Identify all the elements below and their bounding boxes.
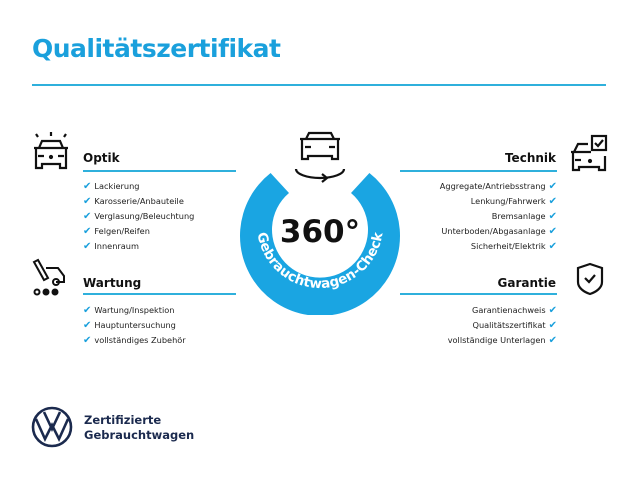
section-title-technik: Technik [504, 151, 556, 165]
vw-logo [31, 406, 73, 448]
list-item: Unterboden/Abgasanlage ✔ [441, 226, 557, 237]
section-title-garantie: Garantie [497, 276, 557, 290]
list-item: vollständige Unterlagen ✔ [447, 335, 557, 346]
page-title: Qualitätszertifikat [32, 34, 281, 63]
check-icon: ✔ [83, 181, 92, 192]
check-icon: ✔ [548, 305, 557, 316]
wartung-list: ✔ Wartung/Inspektion ✔ Hauptuntersuchung ✔… [83, 303, 186, 348]
car-lights-icon [34, 132, 68, 170]
list-item: ✔ Innenraum [83, 241, 139, 252]
list-item: ✔ Karosserie/Anbauteile [83, 196, 184, 207]
check-icon: ✔ [548, 181, 557, 192]
car-checkbox-icon [571, 134, 608, 172]
car-rotate-icon [294, 131, 346, 183]
list-item: Aggregate/Antriebsstrang ✔ [439, 181, 557, 192]
optik-divider [83, 170, 236, 172]
list-item: ✔ Lackierung [83, 181, 140, 192]
technik-list: Aggregate/Antriebsstrang ✔ Lenkung/Fahrwe… [440, 179, 557, 254]
optik-list: ✔ Lackierung ✔ Karosserie/Anbauteile ✔ Verg… [83, 179, 194, 254]
garantie-divider [400, 293, 557, 295]
section-title-wartung: Wartung [83, 276, 142, 290]
check-icon: ✔ [548, 335, 557, 346]
check-icon: ✔ [548, 226, 557, 237]
list-item: Qualitätszertifikat ✔ [472, 320, 557, 331]
list-item: ✔ Wartung/Inspektion [83, 305, 175, 316]
garantie-list: Garantienachweis ✔ Qualitätszertifikat ✔ v… [448, 303, 557, 348]
list-item: Garantienachweis ✔ [471, 305, 557, 316]
check-icon: ✔ [83, 241, 92, 252]
list-item: Lenkung/Fahrwerk ✔ [470, 196, 557, 207]
list-item: ✔ Felgen/Reifen [83, 226, 150, 237]
check-icon: ✔ [548, 211, 557, 222]
center-value: 360° [280, 214, 360, 250]
shield-check-icon [576, 262, 604, 296]
wartung-divider [83, 293, 236, 295]
check-icon: ✔ [83, 211, 92, 222]
title-divider [32, 84, 606, 86]
check-icon: ✔ [83, 196, 92, 207]
check-icon: ✔ [83, 335, 92, 346]
service-tools-icon [32, 258, 65, 296]
check-icon: ✔ [548, 241, 557, 252]
check-icon: ✔ [548, 196, 557, 207]
technik-divider [400, 170, 557, 172]
brand-text: Zertifizierte Gebrauchtwagen [84, 413, 195, 442]
ring [240, 173, 400, 315]
check-icon: ✔ [83, 320, 92, 331]
check-360-badge: Gebrauchtwagen-Check 360° [240, 131, 400, 315]
check-icon: ✔ [83, 226, 92, 237]
list-item: Sicherheit/Elektrik ✔ [470, 241, 557, 252]
list-item: ✔ vollständiges Zubehör [83, 335, 186, 346]
section-title-optik: Optik [83, 151, 120, 165]
list-item: Bremsanlage ✔ [491, 211, 557, 222]
list-item: ✔ Hauptuntersuchung [83, 320, 176, 331]
list-item: ✔ Verglasung/Beleuchtung [83, 211, 195, 222]
check-icon: ✔ [548, 320, 557, 331]
check-icon: ✔ [83, 305, 92, 316]
